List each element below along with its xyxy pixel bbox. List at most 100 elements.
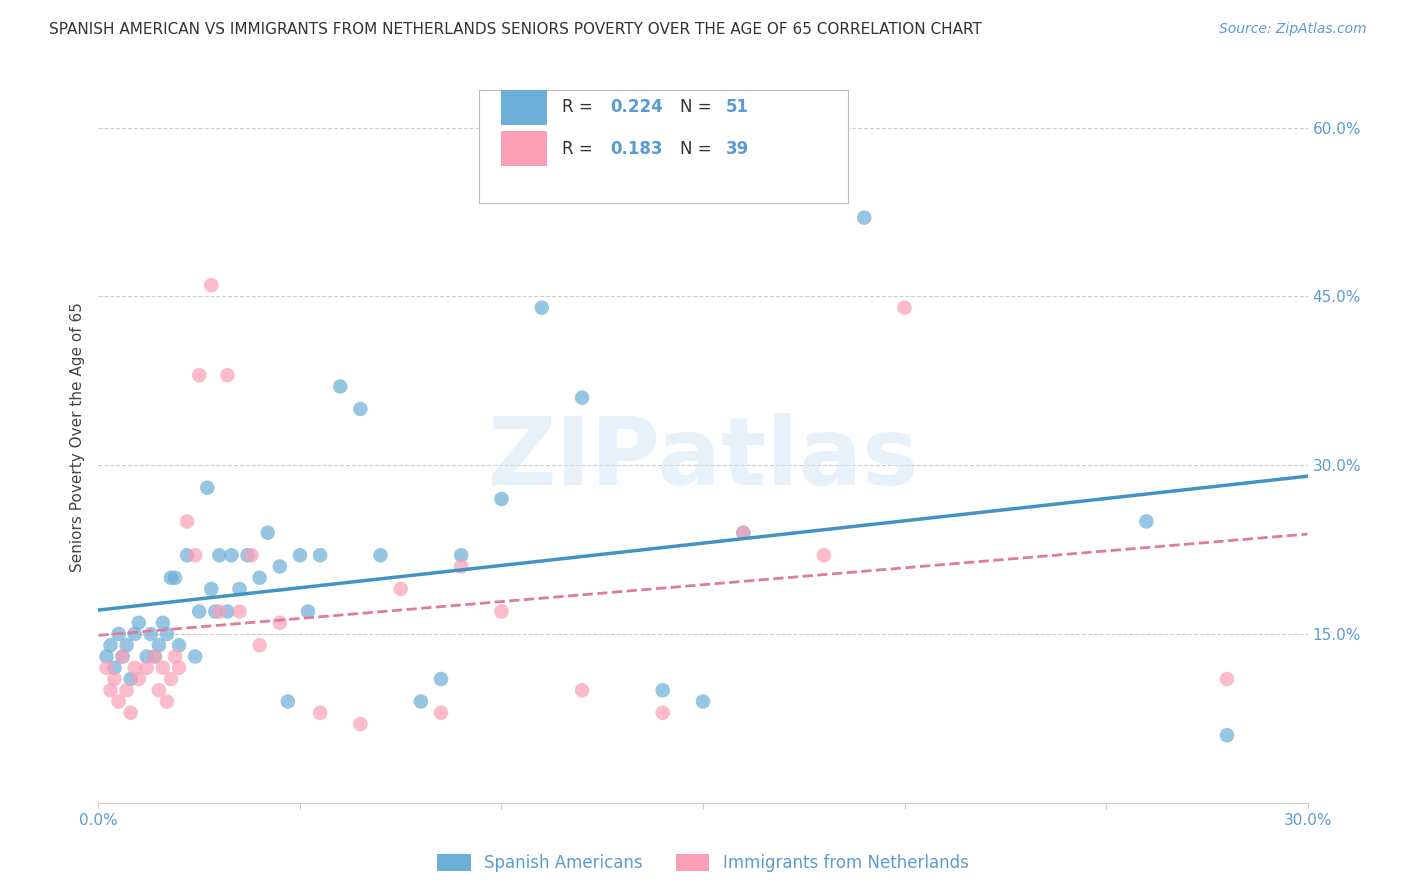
Point xyxy=(269,559,291,574)
Point xyxy=(349,717,371,731)
Point xyxy=(160,672,183,686)
Point xyxy=(297,605,319,619)
Point xyxy=(221,548,243,562)
Point xyxy=(163,571,186,585)
Point xyxy=(228,582,250,596)
Point xyxy=(115,683,138,698)
Point xyxy=(450,548,472,562)
Point xyxy=(139,627,162,641)
Text: ZIPatlas: ZIPatlas xyxy=(488,413,918,505)
Point xyxy=(176,548,198,562)
Point xyxy=(152,615,174,630)
Text: N =: N = xyxy=(681,98,717,116)
Point xyxy=(236,548,259,562)
Point xyxy=(692,694,714,708)
Text: R =: R = xyxy=(561,98,598,116)
Point xyxy=(184,548,207,562)
Point xyxy=(143,649,166,664)
Point xyxy=(349,401,371,416)
Point xyxy=(217,368,239,383)
Point xyxy=(249,571,271,585)
Point xyxy=(115,638,138,652)
Point xyxy=(1216,672,1239,686)
FancyBboxPatch shape xyxy=(479,90,848,203)
Text: N =: N = xyxy=(681,140,717,158)
Text: R =: R = xyxy=(561,140,598,158)
Point xyxy=(204,605,226,619)
Point xyxy=(96,649,118,664)
Text: 0.183: 0.183 xyxy=(610,140,662,158)
Point xyxy=(217,605,239,619)
Text: SPANISH AMERICAN VS IMMIGRANTS FROM NETHERLANDS SENIORS POVERTY OVER THE AGE OF : SPANISH AMERICAN VS IMMIGRANTS FROM NETH… xyxy=(49,22,981,37)
Y-axis label: Seniors Poverty Over the Age of 65: Seniors Poverty Over the Age of 65 xyxy=(69,302,84,572)
Point xyxy=(124,661,146,675)
Point xyxy=(288,548,311,562)
Point xyxy=(120,706,142,720)
Point xyxy=(103,672,125,686)
Point xyxy=(195,481,218,495)
Text: 39: 39 xyxy=(725,140,749,158)
Point xyxy=(256,525,278,540)
Point xyxy=(571,683,593,698)
Point xyxy=(163,649,186,664)
Point xyxy=(1216,728,1239,742)
Point xyxy=(148,683,170,698)
Point xyxy=(107,694,129,708)
Point xyxy=(240,548,263,562)
Legend: Spanish Americans, Immigrants from Netherlands: Spanish Americans, Immigrants from Nethe… xyxy=(430,847,976,879)
Point xyxy=(188,368,211,383)
Point xyxy=(269,615,291,630)
Point xyxy=(176,515,198,529)
Point xyxy=(148,638,170,652)
Point xyxy=(228,605,250,619)
Point xyxy=(156,627,179,641)
Bar xyxy=(501,131,547,167)
Point xyxy=(430,706,453,720)
Point xyxy=(329,379,352,393)
Point xyxy=(200,582,222,596)
Point xyxy=(103,661,125,675)
Point xyxy=(107,627,129,641)
Point xyxy=(124,627,146,641)
Point xyxy=(530,301,553,315)
Point xyxy=(100,683,122,698)
Point xyxy=(167,638,190,652)
Point xyxy=(128,615,150,630)
Point xyxy=(135,661,157,675)
Bar xyxy=(501,89,547,125)
Point xyxy=(100,638,122,652)
Point xyxy=(96,661,118,675)
Point xyxy=(430,672,453,686)
Point xyxy=(188,605,211,619)
Point xyxy=(491,491,513,506)
Point xyxy=(277,694,299,708)
Point xyxy=(1135,515,1157,529)
Point xyxy=(111,649,134,664)
Point xyxy=(491,605,513,619)
Point xyxy=(309,548,332,562)
Point xyxy=(111,649,134,664)
Point xyxy=(893,301,915,315)
Point xyxy=(135,649,157,664)
Point xyxy=(450,559,472,574)
Point xyxy=(152,661,174,675)
Point xyxy=(200,278,222,293)
Point xyxy=(733,525,755,540)
Point xyxy=(651,683,673,698)
Point xyxy=(128,672,150,686)
Point xyxy=(651,706,673,720)
Point xyxy=(571,391,593,405)
Point xyxy=(409,694,432,708)
Text: Source: ZipAtlas.com: Source: ZipAtlas.com xyxy=(1219,22,1367,37)
Point xyxy=(160,571,183,585)
Point xyxy=(208,548,231,562)
Point xyxy=(156,694,179,708)
Point xyxy=(167,661,190,675)
Point xyxy=(208,605,231,619)
Point xyxy=(813,548,835,562)
Point xyxy=(143,649,166,664)
Point xyxy=(309,706,332,720)
Point xyxy=(184,649,207,664)
Text: 0.224: 0.224 xyxy=(610,98,662,116)
Text: 51: 51 xyxy=(725,98,749,116)
